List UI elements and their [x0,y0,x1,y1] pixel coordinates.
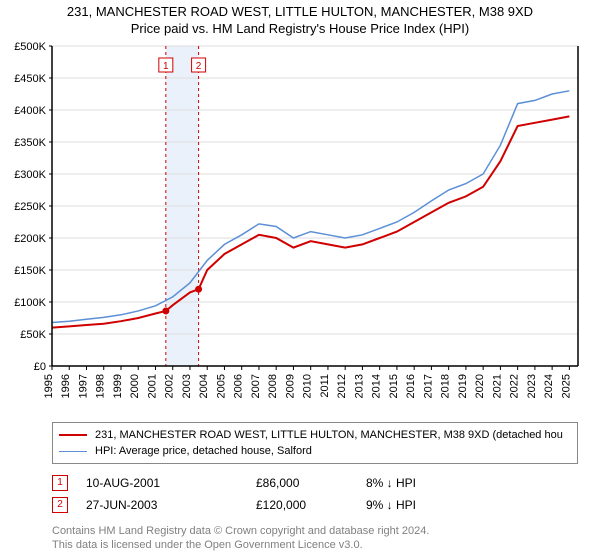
svg-text:2015: 2015 [388,374,400,398]
sale-date: 10-AUG-2001 [86,476,256,490]
svg-text:2014: 2014 [371,374,383,398]
svg-text:£200K: £200K [14,233,46,245]
sale-delta: 9% ↓ HPI [366,498,416,512]
legend: 231, MANCHESTER ROAD WEST, LITTLE HULTON… [52,422,578,464]
legend-label: HPI: Average price, detached house, Salf… [95,445,312,457]
svg-text:2003: 2003 [181,374,193,398]
svg-text:2023: 2023 [526,374,538,398]
attribution-line: This data is licensed under the Open Gov… [52,538,578,552]
svg-text:1: 1 [163,61,169,72]
svg-text:£50K: £50K [20,329,46,341]
svg-text:2002: 2002 [164,374,176,398]
chart-plot: £0 £50K £100K £150K £200K £250K £300K £350K £400… [0,36,600,416]
svg-text:£300K: £300K [14,169,46,181]
sale-price: £86,000 [256,476,366,490]
svg-text:2017: 2017 [422,374,434,398]
sale-price: £120,000 [256,498,366,512]
attribution: Contains HM Land Registry data © Crown c… [52,524,578,553]
svg-text:£0: £0 [34,361,46,373]
sales-table: 1 10-AUG-2001 £86,000 8% ↓ HPI 2 27-JUN-… [52,472,578,516]
svg-text:1999: 1999 [112,374,124,398]
table-row: 2 27-JUN-2003 £120,000 9% ↓ HPI [52,494,578,516]
svg-text:2006: 2006 [233,374,245,398]
chart-titles: 231, MANCHESTER ROAD WEST, LITTLE HULTON… [0,0,600,36]
line-chart-svg: £0 £50K £100K £150K £200K £250K £300K £350K £400… [0,36,600,416]
chart-title: 231, MANCHESTER ROAD WEST, LITTLE HULTON… [0,4,600,19]
legend-label: 231, MANCHESTER ROAD WEST, LITTLE HULTON… [95,429,563,441]
svg-text:2007: 2007 [250,374,262,398]
svg-text:2013: 2013 [353,374,365,398]
svg-text:2021: 2021 [491,374,503,398]
svg-text:2008: 2008 [267,374,279,398]
legend-swatch [59,434,87,436]
sale-date: 27-JUN-2003 [86,498,256,512]
svg-text:£150K: £150K [14,265,46,277]
svg-text:1995: 1995 [43,374,55,398]
svg-text:£400K: £400K [14,105,46,117]
svg-text:2010: 2010 [302,374,314,398]
svg-text:2000: 2000 [129,374,141,398]
svg-text:2018: 2018 [440,374,452,398]
svg-text:2012: 2012 [336,374,348,398]
svg-text:£250K: £250K [14,201,46,213]
svg-text:2004: 2004 [198,374,210,398]
svg-text:£500K: £500K [14,41,46,53]
svg-text:£450K: £450K [14,73,46,85]
svg-text:2: 2 [196,61,202,72]
chart-subtitle: Price paid vs. HM Land Registry's House … [0,21,600,36]
svg-text:2022: 2022 [509,374,521,398]
svg-text:2025: 2025 [560,374,572,398]
sale-marker-icon: 1 [52,475,68,491]
svg-text:2019: 2019 [457,374,469,398]
svg-text:1996: 1996 [60,374,72,398]
svg-text:2005: 2005 [215,374,227,398]
sale-marker-icon: 2 [52,497,68,513]
sale-delta: 8% ↓ HPI [366,476,416,490]
legend-item: HPI: Average price, detached house, Salf… [59,443,571,459]
attribution-line: Contains HM Land Registry data © Crown c… [52,524,578,538]
svg-text:2009: 2009 [284,374,296,398]
svg-text:£350K: £350K [14,137,46,149]
svg-text:2016: 2016 [405,374,417,398]
chart-container: 231, MANCHESTER ROAD WEST, LITTLE HULTON… [0,0,600,553]
svg-text:2020: 2020 [474,374,486,398]
legend-item: 231, MANCHESTER ROAD WEST, LITTLE HULTON… [59,427,571,443]
svg-text:2011: 2011 [319,374,331,398]
svg-text:2024: 2024 [543,374,555,398]
table-row: 1 10-AUG-2001 £86,000 8% ↓ HPI [52,472,578,494]
svg-text:£100K: £100K [14,297,46,309]
legend-swatch [59,451,87,452]
svg-text:1997: 1997 [77,374,89,398]
svg-text:2001: 2001 [146,374,158,398]
svg-text:1998: 1998 [95,374,107,398]
